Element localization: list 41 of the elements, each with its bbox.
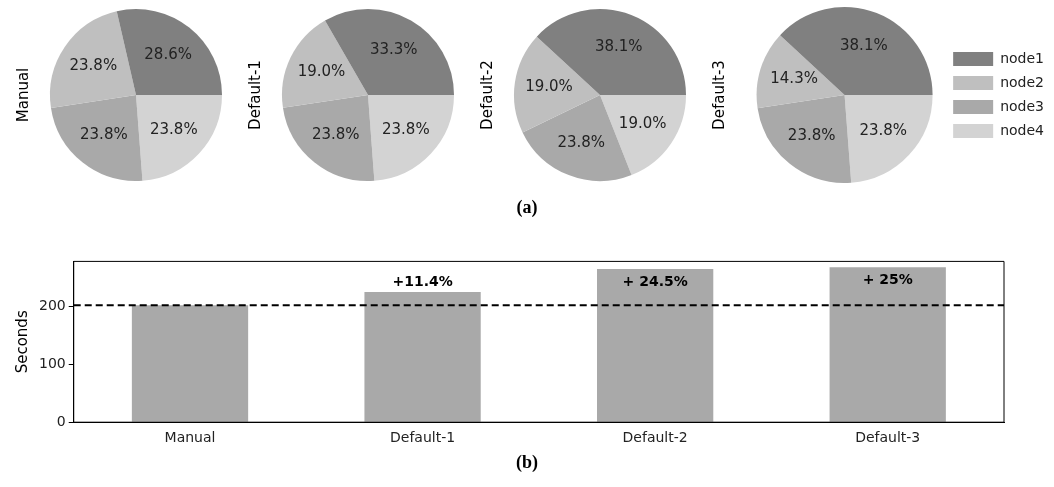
data-label: 23.8% [150,119,198,138]
text: (b) [515,452,539,473]
data-label: 19.0% [297,62,346,81]
y-tick-label: 200 [38,297,66,314]
annotation: + 25% [862,270,913,287]
text: Default-3 [709,60,728,130]
x-tick-label: Default-1 [390,429,456,446]
data-label: 38.1% [594,36,643,55]
legend-label: node2 [1000,73,1045,90]
data-label: 28.6% [144,44,192,63]
data-label: 19.0% [618,113,667,132]
x-tick-label: Default-2 [622,429,688,446]
data-label: 19.0% [525,77,573,96]
x-tick-label: Manual [164,429,216,446]
bar [597,268,714,422]
annotation: +11.4% [392,272,453,289]
data-label: 23.8% [311,125,360,144]
bar [829,267,946,422]
data-label: 23.8% [69,55,118,74]
y-tick-label: 100 [38,355,66,371]
data-label: 23.8% [859,120,908,139]
data-label: 23.8% [787,126,836,145]
bar [131,305,249,422]
legend-label: node4 [1000,121,1045,138]
text: Default-1 [245,60,264,130]
legend-label: node3 [1000,97,1045,114]
y-tick-label: 0 [56,412,66,429]
data-label: 38.1% [840,35,888,54]
x-tick-label: Default-3 [855,429,921,446]
data-label: 23.8% [80,125,128,144]
y-axis-title: Seconds [12,310,31,374]
data-label: 14.3% [770,69,818,88]
text: (a) [515,197,539,218]
data-label: 23.8% [557,132,606,151]
text: Manual [13,67,32,123]
data-label: 23.8% [381,120,430,138]
annotation: + 24.5% [622,272,688,289]
data-label: 33.3% [369,40,418,59]
text: Default-2 [477,60,496,130]
bar [364,292,481,422]
legend-label: node1 [1000,49,1045,66]
